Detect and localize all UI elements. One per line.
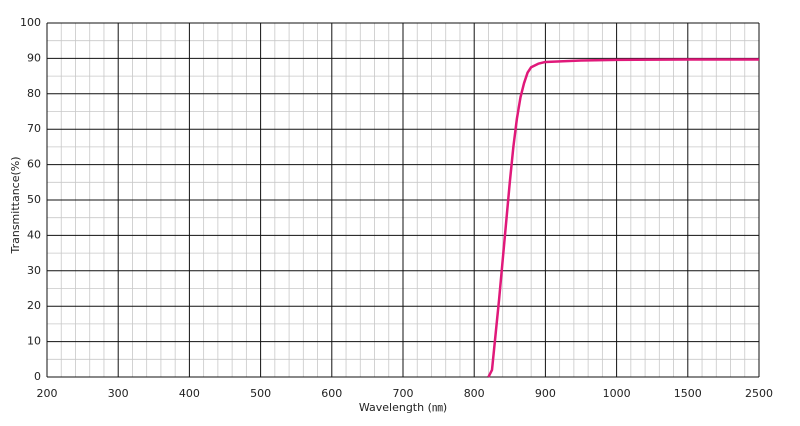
- x-axis-label: Wavelength (㎚): [359, 401, 447, 414]
- x-tick-label: 2500: [745, 387, 773, 400]
- y-tick-label: 70: [27, 122, 41, 135]
- x-tick-label: 1500: [674, 387, 702, 400]
- x-tick-label: 300: [108, 387, 129, 400]
- y-axis-label: Transmittance(%): [9, 156, 22, 254]
- y-tick-label: 50: [27, 193, 41, 206]
- y-tick-label: 60: [27, 158, 41, 171]
- data-line: [487, 58, 759, 378]
- y-tick-label: 40: [27, 228, 41, 241]
- y-tick-label: 100: [20, 16, 41, 29]
- y-tick-label: 90: [27, 51, 41, 64]
- x-tick-label: 200: [37, 387, 58, 400]
- x-tick-label: 600: [321, 387, 342, 400]
- y-tick-label: 20: [27, 299, 41, 312]
- y-tick-label: 10: [27, 335, 41, 348]
- x-tick-label: 800: [464, 387, 485, 400]
- x-tick-label: 500: [250, 387, 271, 400]
- y-tick-label: 80: [27, 87, 41, 100]
- y-tick-label: 0: [34, 370, 41, 383]
- x-tick-label: 400: [179, 387, 200, 400]
- y-tick-label: 30: [27, 264, 41, 277]
- x-tick-label: 1000: [603, 387, 631, 400]
- x-tick-label: 900: [535, 387, 556, 400]
- x-tick-label: 700: [393, 387, 414, 400]
